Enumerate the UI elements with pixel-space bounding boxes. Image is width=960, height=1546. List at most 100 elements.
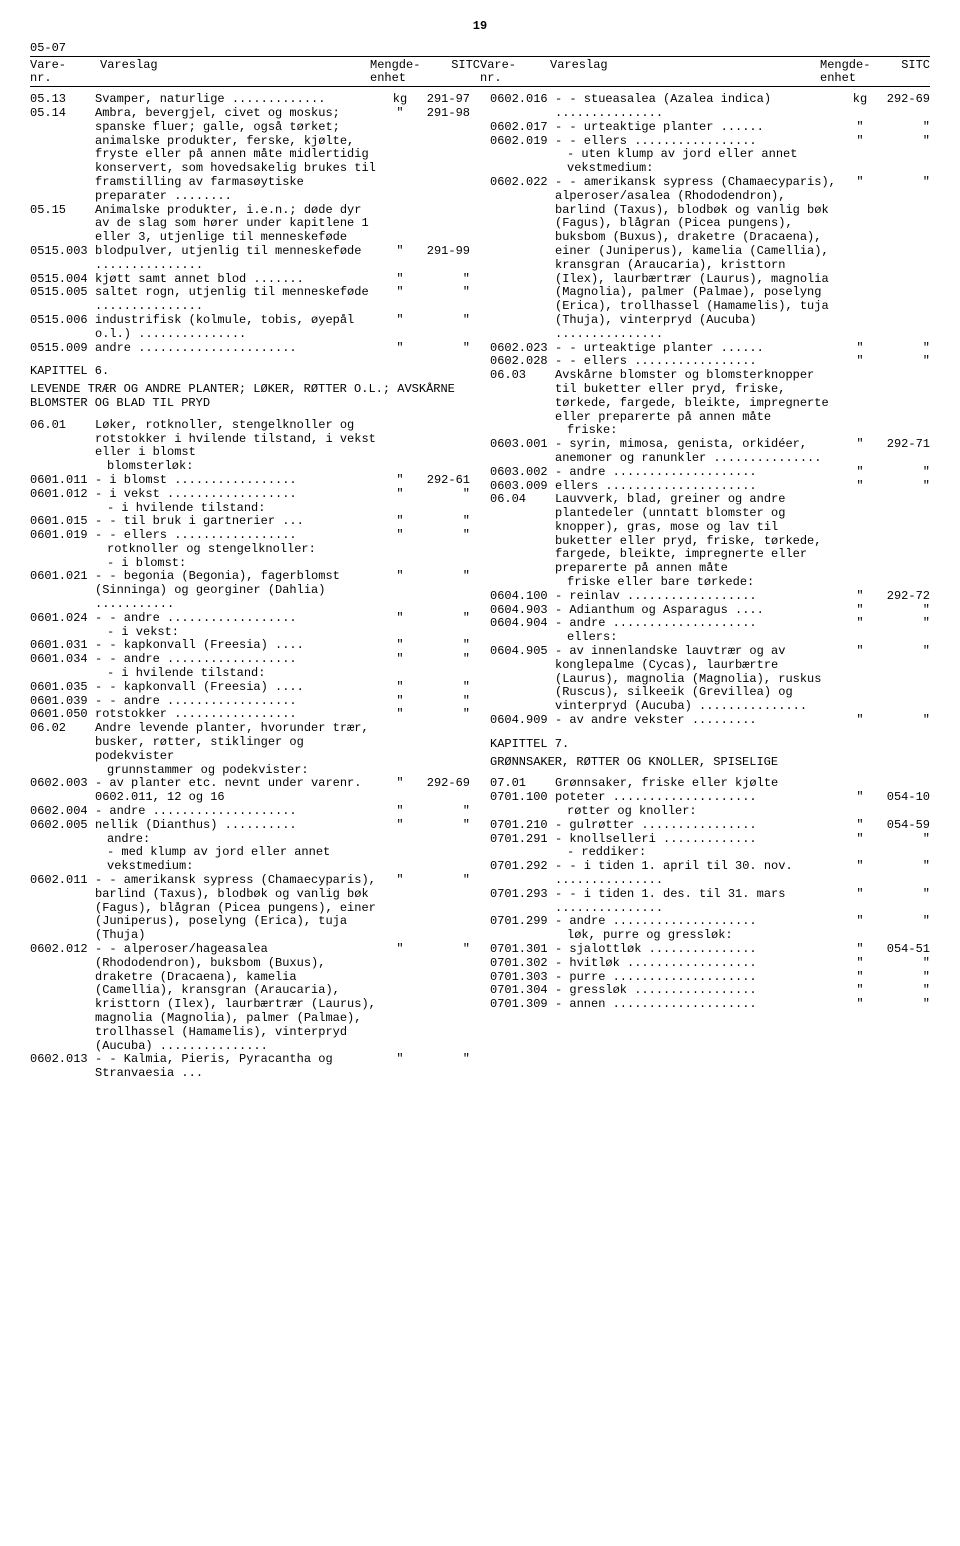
entry-unit: " xyxy=(385,874,415,888)
entry-code: 05.13 xyxy=(30,93,95,107)
entry-sitc: " xyxy=(875,604,930,618)
entry-desc: - i blomst ................. xyxy=(95,474,385,488)
entry-unit: " xyxy=(385,273,415,287)
entry-code: 0601.019 xyxy=(30,529,95,543)
table-row: - med klump av jord eller annet vekstmed… xyxy=(30,846,470,874)
entry-unit: " xyxy=(385,681,415,695)
entry-desc: andre ...................... xyxy=(95,342,385,356)
entry-code: 0701.303 xyxy=(490,971,555,985)
entry-code: 06.02 xyxy=(30,722,95,736)
entry-desc: - uten klump av jord eller annet vekstme… xyxy=(555,148,845,176)
entry-desc: - reddiker: xyxy=(555,846,845,860)
table-row: ellers: xyxy=(490,631,930,645)
entry-desc: rotknoller og stengelknoller: xyxy=(95,543,385,557)
entry-unit: " xyxy=(385,819,415,833)
table-row: 0515.004kjøtt samt annet blod ......."" xyxy=(30,273,470,287)
entry-unit: " xyxy=(385,708,415,722)
entry-sitc: " xyxy=(415,612,470,626)
table-row: 06.03Avskårne blomster og blomsterknoppe… xyxy=(490,369,930,424)
entry-unit: " xyxy=(845,971,875,985)
entry-unit: " xyxy=(845,860,875,874)
entry-unit: " xyxy=(845,604,875,618)
entry-desc: - - kapkonvall (Freesia) .... xyxy=(95,681,385,695)
right-column: 0602.016- - stueasalea (Azalea indica) .… xyxy=(490,93,930,1081)
entry-desc: - andre .................... xyxy=(95,805,385,819)
entry-desc: - av planter etc. nevnt under varenr. 06… xyxy=(95,777,385,805)
entry-unit: " xyxy=(385,529,415,543)
table-row: 0604.909- av andre vekster ........."" xyxy=(490,714,930,728)
entry-code: 05.14 xyxy=(30,107,95,121)
entry-unit: " xyxy=(385,695,415,709)
table-row: 0602.011- - amerikansk sypress (Chamaecy… xyxy=(30,874,470,943)
entry-code: 0601.039 xyxy=(30,695,95,709)
entry-sitc: " xyxy=(415,273,470,287)
table-row: 0602.012- - alperoser/hageasalea (Rhodod… xyxy=(30,943,470,1053)
entry-sitc: " xyxy=(875,860,930,874)
entry-sitc: " xyxy=(415,342,470,356)
table-row: 0601.034- - andre .................."" xyxy=(30,653,470,667)
entry-sitc: " xyxy=(875,176,930,190)
table-row: 0701.210- gulrøtter ................"054… xyxy=(490,819,930,833)
entry-desc: - - kapkonvall (Freesia) .... xyxy=(95,639,385,653)
table-row: 06.02Andre levende planter, hvorunder tr… xyxy=(30,722,470,763)
entry-desc: rotstokker ................. xyxy=(95,708,385,722)
entry-sitc: " xyxy=(875,355,930,369)
entry-unit: " xyxy=(385,342,415,356)
entry-sitc: 291-97 xyxy=(415,93,470,107)
table-row: friske eller bare tørkede: xyxy=(490,576,930,590)
chapter-7-subtitle: GRØNNSAKER, RØTTER OG KNOLLER, SPISELIGE xyxy=(490,756,930,770)
entry-desc: - - urteaktige planter ...... xyxy=(555,342,845,356)
entry-unit: " xyxy=(385,286,415,300)
entry-desc: - reinlav .................. xyxy=(555,590,845,604)
table-row: 0602.028- - ellers ................."" xyxy=(490,355,930,369)
entry-code: 06.03 xyxy=(490,369,555,383)
header-varenr: Vare-nr. xyxy=(480,59,550,87)
entry-code: 0602.005 xyxy=(30,819,95,833)
table-row: 0604.903- Adianthum og Asparagus ...."" xyxy=(490,604,930,618)
entry-sitc: " xyxy=(415,639,470,653)
entry-sitc: " xyxy=(415,1053,470,1067)
table-row: 0701.302- hvitløk .................."" xyxy=(490,957,930,971)
table-row: 0515.009andre ......................"" xyxy=(30,342,470,356)
entry-unit: " xyxy=(845,833,875,847)
header-mengde: Mengde-enhet xyxy=(820,59,880,87)
table-header: Vare-nr. Vareslag Mengde-enhet SITC Vare… xyxy=(30,59,930,88)
table-row: 0701.291- knollselleri ............."" xyxy=(490,833,930,847)
entry-code: 0701.292 xyxy=(490,860,555,874)
table-row: - i blomst: xyxy=(30,557,470,571)
entry-sitc: " xyxy=(415,570,470,584)
entry-code: 0601.050 xyxy=(30,708,95,722)
entry-code: 0515.003 xyxy=(30,245,95,259)
entry-unit: " xyxy=(845,617,875,631)
entry-desc: nellik (Dianthus) .......... xyxy=(95,819,385,833)
entry-code: 0604.903 xyxy=(490,604,555,618)
entry-desc: Lauvverk, blad, greiner og andre planted… xyxy=(555,493,845,576)
entry-desc: - - begonia (Begonia), fagerblomst (Sinn… xyxy=(95,570,385,611)
entry-desc: - - urteaktige planter ...... xyxy=(555,121,845,135)
entry-desc: blodpulver, utjenlig til menneskeføde ..… xyxy=(95,245,385,273)
entry-desc: - - i tiden 1. april til 30. nov. ......… xyxy=(555,860,845,888)
entry-desc: - i vekst: xyxy=(95,626,385,640)
entry-sitc: 054-10 xyxy=(875,791,930,805)
entry-desc: - annen .................... xyxy=(555,998,845,1012)
table-row: 0603.001- syrin, mimosa, genista, orkidé… xyxy=(490,438,930,466)
entry-code: 0701.293 xyxy=(490,888,555,902)
entry-code: 06.01 xyxy=(30,419,95,433)
table-row: - uten klump av jord eller annet vekstme… xyxy=(490,148,930,176)
entry-desc: - gressløk ................. xyxy=(555,984,845,998)
entry-unit: " xyxy=(845,998,875,1012)
entry-desc: - - andre .................. xyxy=(95,612,385,626)
entry-unit: " xyxy=(385,515,415,529)
entry-unit: " xyxy=(845,714,875,728)
entry-code: 0701.304 xyxy=(490,984,555,998)
entry-sitc: " xyxy=(415,529,470,543)
entry-desc: røtter og knoller: xyxy=(555,805,845,819)
entry-code: 0603.001 xyxy=(490,438,555,452)
table-row: 0601.031- - kapkonvall (Freesia) ...."" xyxy=(30,639,470,653)
entry-sitc: " xyxy=(875,833,930,847)
entry-desc: Svamper, naturlige ............. xyxy=(95,93,385,107)
entry-unit: " xyxy=(385,245,415,259)
table-row: rotknoller og stengelknoller: xyxy=(30,543,470,557)
content-columns: 05.13Svamper, naturlige .............kg2… xyxy=(30,93,930,1081)
entry-desc: - - andre .................. xyxy=(95,653,385,667)
